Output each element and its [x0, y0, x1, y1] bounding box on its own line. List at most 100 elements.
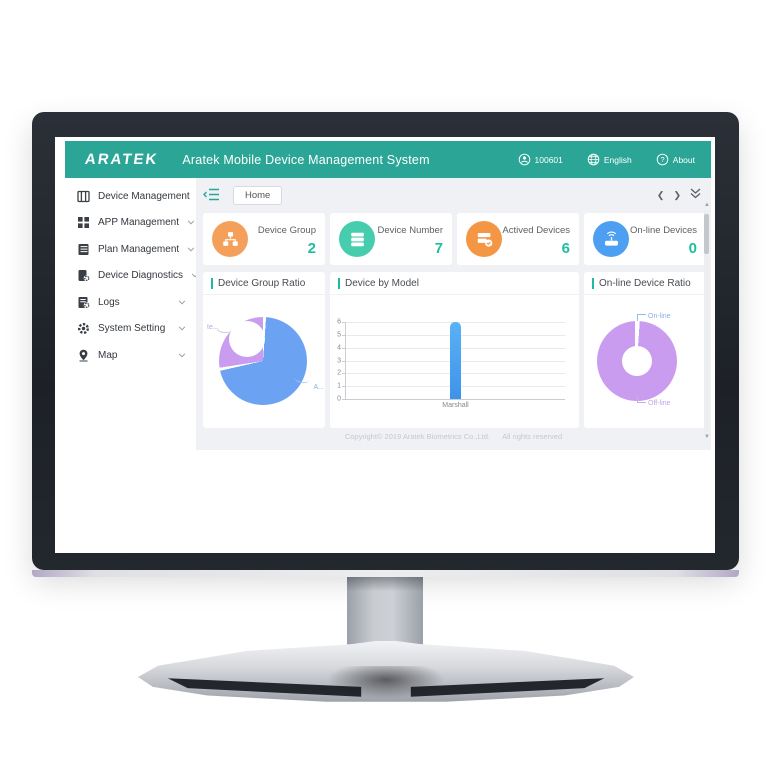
- brand-logo: ARATEK: [83, 151, 160, 168]
- sidebar-item-plan-management[interactable]: Plan Management: [65, 236, 196, 263]
- globe-icon: [587, 153, 600, 166]
- question-icon: ?: [656, 153, 669, 166]
- header-right: 100601 English ? About: [518, 153, 695, 166]
- label-leader-line: [637, 396, 646, 403]
- panel-header: Device by Model: [330, 272, 579, 295]
- stat-label: Actived Devices: [502, 225, 570, 236]
- panel-accent-bar: [338, 277, 340, 289]
- language-label: English: [603, 154, 632, 165]
- scroll-up-icon[interactable]: ▲: [704, 202, 710, 208]
- tab-home[interactable]: Home: [233, 185, 283, 205]
- y-axis-tick-mark: [342, 386, 345, 388]
- y-axis-tick-mark: [342, 322, 345, 323]
- tab-controls: ❮ ❯: [657, 186, 701, 204]
- online-device-ratio-chart: On-line Off-line: [584, 295, 706, 428]
- y-axis-tick-mark: [342, 334, 345, 336]
- y-axis-tick: 1: [337, 382, 341, 390]
- user-id: 100601: [534, 154, 563, 165]
- monitor-screen: ARATEK Aratek Mobile Device Management S…: [55, 137, 715, 553]
- panel-accent-bar: [211, 277, 213, 289]
- sidebar-item-map[interactable]: Map: [65, 342, 196, 369]
- sidebar-item-device-diagnostics[interactable]: Device Diagnostics: [65, 263, 199, 290]
- scroll-down-icon[interactable]: ▼: [704, 434, 710, 440]
- y-axis-tick: 5: [337, 331, 341, 339]
- label-leader-line: [637, 314, 646, 321]
- copyright-text: Copyright© 2019 Aratek Biometrics Co.,Lt…: [344, 432, 491, 441]
- user-icon: [518, 153, 531, 166]
- stat-label: Device Group: [257, 225, 316, 236]
- device-management-icon: [77, 190, 90, 203]
- donut-slice-label: Off-line: [648, 400, 671, 407]
- sidebar-item-system-setting[interactable]: System Setting: [65, 316, 196, 343]
- sidebar-item-label: Plan Management: [98, 243, 180, 255]
- donut-slice-label: On-line: [648, 313, 671, 320]
- donut-hole: [622, 346, 652, 376]
- device-group-icon: [212, 221, 248, 257]
- y-axis-tick: 3: [337, 357, 341, 364]
- stat-value: 0: [688, 240, 697, 257]
- actived-devices-icon: [466, 221, 502, 257]
- donut-hole: [229, 321, 265, 357]
- stat-card-actived-devices: Actived Devices 6: [457, 213, 579, 265]
- map-pin-icon: [77, 349, 90, 362]
- app-management-icon: [77, 216, 90, 229]
- panels-row: Device Group Ratio te... A... Device: [203, 272, 706, 428]
- sidebar-item-device-management[interactable]: Device Management: [65, 183, 205, 210]
- tab-scroll-left-icon[interactable]: ❮: [656, 189, 665, 200]
- stat-cards-row: Device Group 2 Device Number 7 Actived D…: [203, 213, 706, 265]
- stat-card-online-devices: On-line Devices 0: [584, 213, 706, 265]
- monitor-chin: [32, 570, 739, 577]
- monitor-stand-neck: [347, 577, 423, 649]
- sidebar: Device Management APP Management Plan Ma…: [65, 178, 205, 548]
- language-menu[interactable]: English: [587, 153, 632, 166]
- chevron-down-icon: [187, 220, 195, 225]
- rights-text: All rights reserved: [502, 432, 563, 441]
- panel-header: Device Group Ratio: [203, 272, 325, 295]
- y-axis-tick: 4: [337, 344, 341, 352]
- plan-management-icon: [77, 243, 90, 256]
- donut-slice-label: A...: [313, 384, 324, 391]
- main-content: Home ❮ ❯ Device Group 2: [196, 178, 711, 450]
- collapse-sidebar-icon[interactable]: [203, 187, 221, 203]
- user-menu[interactable]: 100601: [518, 153, 563, 166]
- chevron-down-icon: [178, 353, 186, 358]
- scrollbar-track: [704, 210, 709, 432]
- device-diagnostics-icon: [77, 269, 90, 282]
- footer: Copyright© 2019 Aratek Biometrics Co.,Lt…: [196, 432, 711, 441]
- tab-scroll-right-icon[interactable]: ❯: [673, 189, 681, 200]
- tab-bar: Home: [203, 183, 283, 207]
- sidebar-item-app-management[interactable]: APP Management: [65, 210, 196, 237]
- sidebar-item-label: System Setting: [98, 323, 166, 335]
- stand-base-shadow: [321, 665, 451, 700]
- panel-device-group-ratio: Device Group Ratio te... A...: [203, 272, 325, 428]
- sidebar-item-label: Device Diagnostics: [98, 270, 184, 282]
- stat-label: Device Number: [377, 225, 443, 236]
- stat-card-device-group: Device Group 2: [203, 213, 325, 265]
- svg-text:?: ?: [660, 155, 664, 164]
- panel-device-by-model: Device by Model 6 5 4 3 2 1 0 Marshall: [330, 272, 579, 428]
- sidebar-item-label: APP Management: [98, 217, 179, 229]
- bar-marshall: [450, 322, 461, 399]
- scrollbar-thumb[interactable]: [704, 214, 709, 254]
- donut-notch: [635, 321, 638, 361]
- y-axis-tick-mark: [342, 373, 345, 375]
- device-group-ratio-chart: te... A...: [203, 295, 325, 428]
- sidebar-item-logs[interactable]: Logs: [65, 289, 196, 316]
- stat-card-device-number: Device Number 7: [330, 213, 452, 265]
- chevron-down-icon: [178, 300, 186, 305]
- about-menu[interactable]: ? About: [656, 153, 695, 166]
- double-chevron-down-icon[interactable]: [690, 186, 701, 204]
- stat-value: 7: [434, 240, 443, 257]
- online-devices-icon: [593, 221, 629, 257]
- y-axis-tick: 6: [337, 318, 341, 326]
- logs-icon: [77, 296, 90, 309]
- x-axis-label: Marshall: [442, 402, 469, 409]
- panel-accent-bar: [592, 277, 594, 289]
- stat-value: 6: [561, 240, 570, 257]
- vertical-scrollbar: ▲ ▼: [703, 202, 710, 440]
- system-setting-icon: [77, 322, 90, 335]
- donut-slice-label: te...: [207, 324, 219, 331]
- app-title: Aratek Mobile Device Management System: [182, 152, 430, 167]
- panel-header: On-line Device Ratio: [584, 272, 706, 295]
